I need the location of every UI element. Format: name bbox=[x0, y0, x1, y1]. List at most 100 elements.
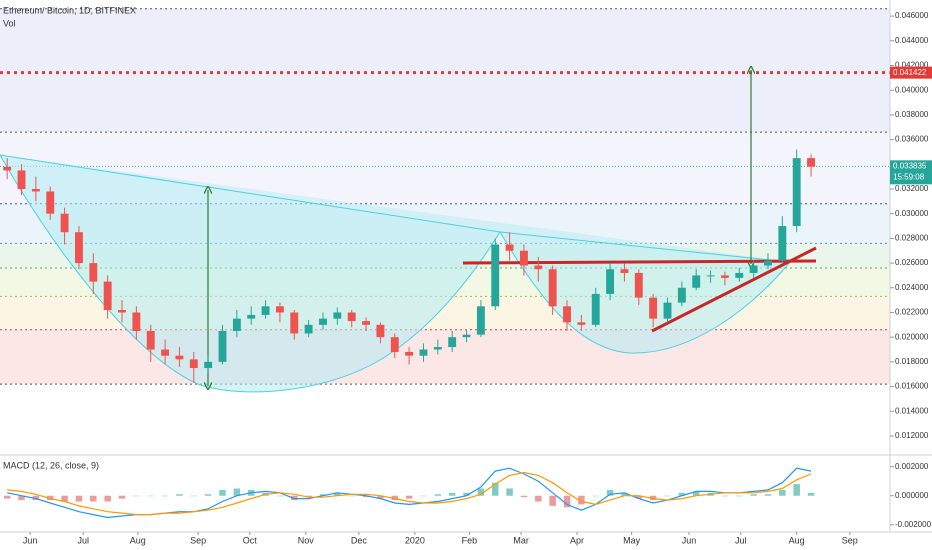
candle-body bbox=[275, 306, 284, 313]
histogram-bar bbox=[61, 495, 68, 502]
candle-body bbox=[376, 324, 385, 338]
level-band bbox=[0, 8, 890, 133]
last-price-label: 0.033835 bbox=[893, 161, 927, 170]
candle-body bbox=[807, 158, 815, 167]
candle-body bbox=[706, 275, 715, 277]
histogram-bar bbox=[793, 484, 800, 496]
target-badge bbox=[890, 66, 932, 79]
histogram-bar bbox=[649, 495, 657, 501]
histogram-bar bbox=[764, 494, 772, 496]
candle-body bbox=[663, 302, 672, 319]
histogram-bar bbox=[549, 495, 556, 506]
x-tick-label: Aug bbox=[130, 535, 146, 545]
x-tick-label: Feb bbox=[462, 535, 478, 545]
labels: Ethereum/ Bitcoin, 1D, BITFINEX Vol MACD… bbox=[3, 5, 932, 545]
candle-body bbox=[46, 191, 55, 214]
x-tick-label: 2020 bbox=[405, 535, 425, 545]
y-tick-label: 0.046000 bbox=[895, 11, 929, 20]
histogram-bar bbox=[563, 495, 571, 508]
candle-body bbox=[634, 272, 643, 298]
histogram-bar bbox=[118, 495, 126, 499]
y-tick-label: 0.018000 bbox=[895, 357, 929, 366]
candle-body bbox=[649, 297, 658, 319]
histogram-bar bbox=[319, 494, 327, 496]
level-band bbox=[0, 329, 890, 385]
y-tick-label: -0.002000 bbox=[895, 520, 932, 529]
x-tick-label: Oct bbox=[243, 535, 258, 545]
candle-body bbox=[792, 158, 801, 227]
candle-body bbox=[247, 314, 256, 319]
drawings bbox=[0, 70, 817, 393]
histogram-bar bbox=[348, 495, 355, 497]
histogram-bar bbox=[3, 495, 11, 499]
candle-body bbox=[778, 226, 787, 261]
histogram-bar bbox=[448, 492, 456, 496]
target-label: 0.041422 bbox=[893, 68, 927, 77]
histogram-bar bbox=[377, 495, 384, 499]
candle-body bbox=[476, 306, 485, 335]
candle-body bbox=[577, 322, 586, 325]
trend-line bbox=[651, 246, 817, 333]
histogram-bar bbox=[362, 495, 370, 498]
y-tick-label: 0.040000 bbox=[895, 85, 929, 94]
candle-body bbox=[692, 275, 701, 288]
candle-body bbox=[749, 265, 758, 273]
y-tick-label: 0.030000 bbox=[895, 209, 929, 218]
candle-body bbox=[433, 347, 442, 350]
y-tick-label: 0.000000 bbox=[895, 491, 929, 500]
histogram-bar bbox=[578, 495, 585, 505]
candle-body bbox=[75, 232, 83, 264]
candle-body bbox=[405, 351, 414, 356]
candle-body bbox=[218, 330, 227, 362]
histogram-bar bbox=[405, 495, 413, 499]
histogram-bar bbox=[276, 495, 284, 497]
y-tick-label: 0.032000 bbox=[895, 184, 929, 193]
histogram-bar bbox=[233, 488, 241, 496]
y-tick-label: 0.028000 bbox=[895, 233, 929, 242]
candle-body bbox=[347, 312, 356, 322]
candle-body bbox=[606, 269, 615, 294]
last-price-badge bbox=[890, 160, 932, 185]
candle-body bbox=[175, 355, 184, 360]
histogram-bar bbox=[535, 495, 542, 502]
histogram-bar bbox=[463, 492, 470, 496]
candle-body bbox=[189, 359, 198, 369]
candle-body bbox=[720, 275, 729, 278]
y-tick-label: 0.038000 bbox=[895, 110, 929, 119]
x-tick-label: Aug bbox=[789, 535, 805, 545]
y-tick-label: 0.024000 bbox=[895, 283, 929, 292]
macd-line bbox=[7, 467, 812, 519]
histogram-bar bbox=[664, 495, 671, 497]
candle-body bbox=[491, 244, 500, 307]
y-tick-label: 0.044000 bbox=[895, 36, 929, 45]
y-tick-label: 0.022000 bbox=[895, 308, 929, 317]
candle-body bbox=[17, 170, 26, 189]
histogram-bar bbox=[190, 495, 198, 497]
candle-body bbox=[591, 293, 600, 325]
histogram-bar bbox=[434, 494, 442, 496]
x-tick-label: Mar bbox=[513, 535, 529, 545]
candle-body bbox=[620, 269, 629, 273]
x-tick-label: Apr bbox=[570, 535, 584, 545]
candle-body bbox=[103, 281, 112, 310]
candle-body bbox=[31, 188, 40, 192]
histogram-bar bbox=[420, 495, 427, 497]
candle-body bbox=[505, 244, 514, 251]
candle-body bbox=[89, 263, 98, 282]
histogram-bar bbox=[104, 495, 111, 502]
candle-body bbox=[290, 312, 299, 334]
candle-body bbox=[333, 312, 342, 319]
histogram-bar bbox=[204, 494, 212, 496]
resistance-line bbox=[462, 259, 817, 265]
macd-line bbox=[7, 471, 812, 516]
histogram-bar bbox=[391, 495, 398, 501]
histogram-bar bbox=[779, 489, 786, 496]
candle-body bbox=[563, 306, 571, 323]
histogram-bar bbox=[520, 495, 528, 498]
candle-body bbox=[419, 349, 428, 356]
histogram-bar bbox=[90, 495, 97, 502]
candle-body bbox=[448, 337, 457, 348]
candle-body bbox=[261, 306, 270, 315]
histogram-bar bbox=[807, 492, 815, 496]
